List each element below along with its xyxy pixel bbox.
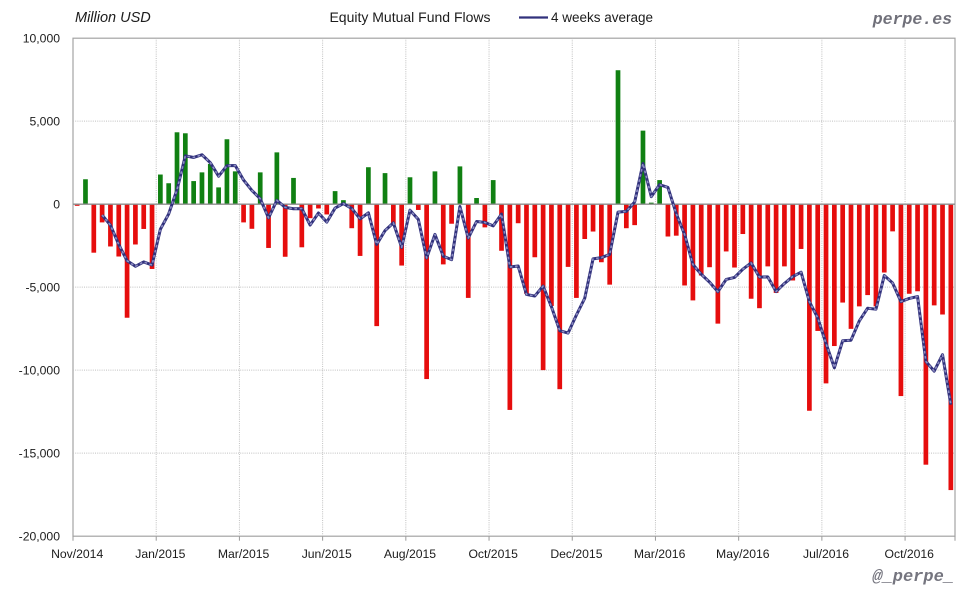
svg-text:10,000: 10,000 — [23, 31, 60, 45]
svg-text:Jun/2015: Jun/2015 — [302, 547, 352, 561]
svg-text:Oct/2015: Oct/2015 — [468, 547, 518, 561]
svg-text:Jan/2015: Jan/2015 — [135, 547, 185, 561]
svg-text:-5,000: -5,000 — [25, 280, 60, 294]
svg-text:@_perpe_: @_perpe_ — [872, 568, 954, 587]
svg-text:Mar/2015: Mar/2015 — [218, 547, 270, 561]
svg-text:Mar/2016: Mar/2016 — [634, 547, 686, 561]
svg-text:-10,000: -10,000 — [19, 363, 61, 377]
svg-text:-15,000: -15,000 — [19, 446, 61, 460]
svg-text:5,000: 5,000 — [30, 114, 61, 128]
svg-text:Dec/2015: Dec/2015 — [550, 547, 602, 561]
svg-text:Equity Mutual Fund Flows: Equity Mutual Fund Flows — [329, 9, 490, 25]
svg-text:Oct/2016: Oct/2016 — [885, 547, 935, 561]
svg-text:Aug/2015: Aug/2015 — [384, 547, 436, 561]
svg-text:perpe.es: perpe.es — [872, 10, 952, 29]
svg-text:-20,000: -20,000 — [19, 529, 61, 543]
svg-text:4 weeks average: 4 weeks average — [551, 10, 653, 25]
svg-text:Million USD: Million USD — [75, 10, 151, 26]
svg-text:Nov/2014: Nov/2014 — [51, 547, 103, 561]
svg-text:Jul/2016: Jul/2016 — [803, 547, 849, 561]
svg-text:0: 0 — [53, 197, 60, 211]
svg-text:May/2016: May/2016 — [716, 547, 770, 561]
